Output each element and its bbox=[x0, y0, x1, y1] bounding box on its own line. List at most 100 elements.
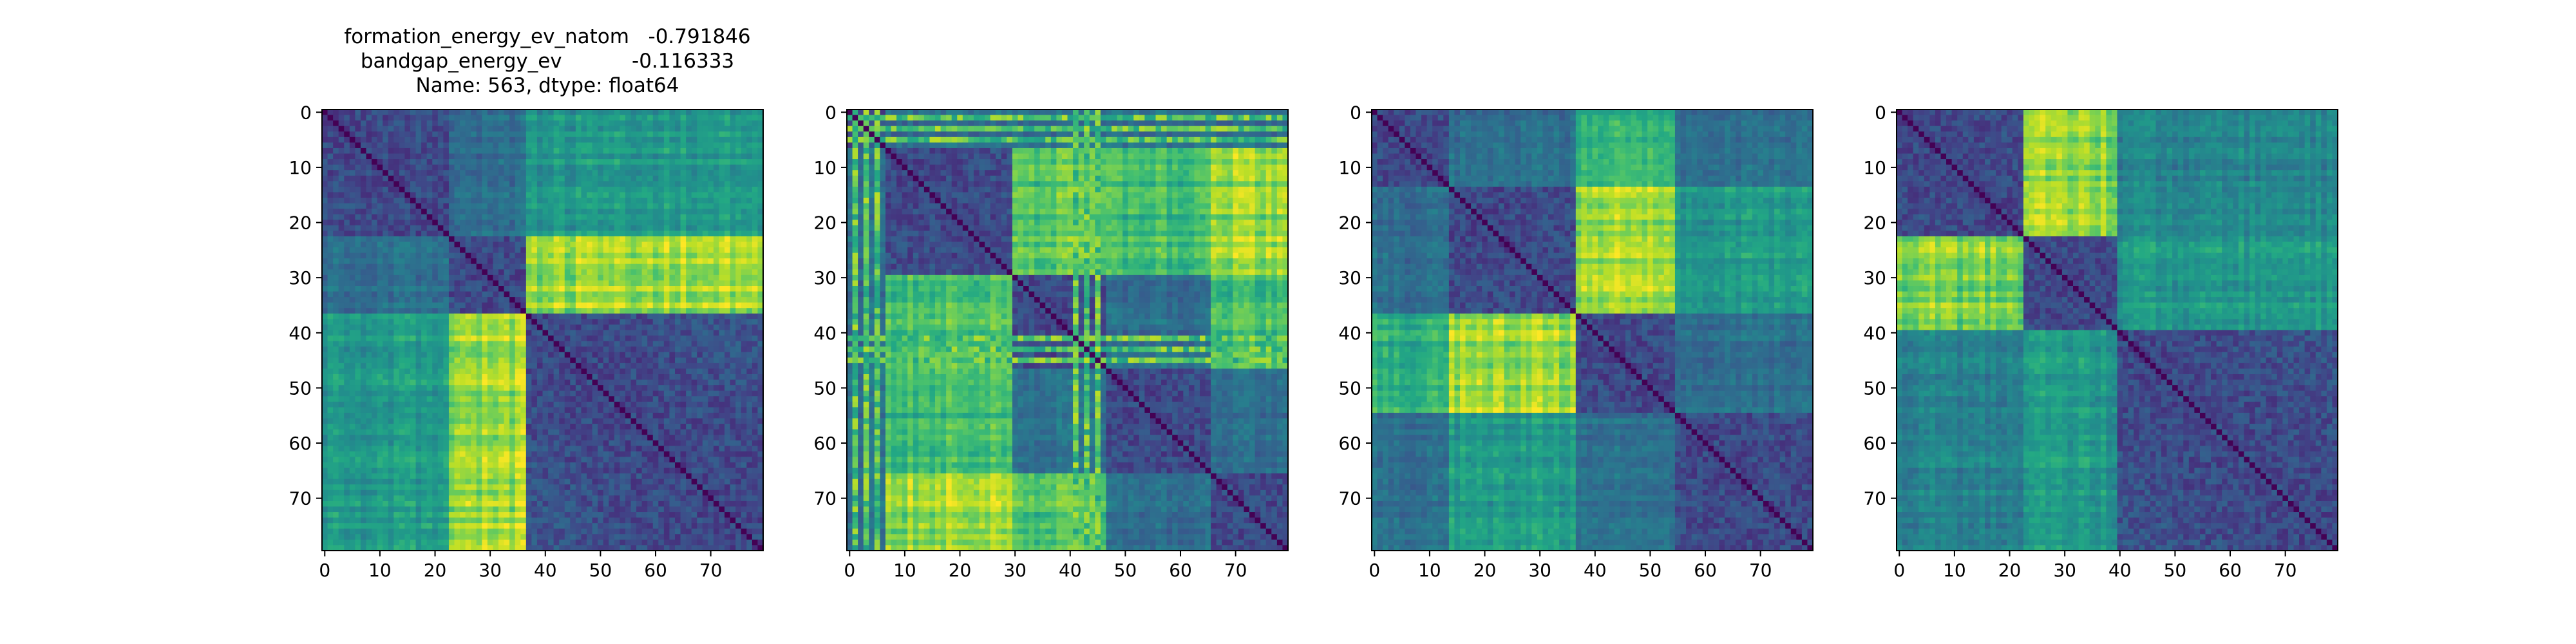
heatmap-cell bbox=[520, 314, 526, 319]
heatmap-cell bbox=[746, 253, 752, 259]
heatmap-cell bbox=[620, 396, 625, 402]
heatmap-cell bbox=[432, 253, 438, 259]
heatmap-cell bbox=[752, 357, 758, 363]
heatmap-cell bbox=[432, 220, 438, 225]
heatmap-cell bbox=[372, 214, 377, 220]
heatmap-cell bbox=[653, 407, 659, 413]
heatmap-cell bbox=[482, 380, 488, 386]
heatmap-cell bbox=[488, 451, 493, 457]
heatmap-cell bbox=[410, 402, 416, 408]
heatmap-cell bbox=[697, 357, 703, 363]
heatmap-cell bbox=[466, 385, 471, 391]
heatmap-cell bbox=[366, 131, 372, 137]
heatmap-cell bbox=[658, 247, 664, 253]
heatmap-cell bbox=[614, 446, 620, 451]
heatmap-cell bbox=[466, 363, 471, 369]
heatmap-cell bbox=[393, 236, 399, 242]
heatmap-cell bbox=[603, 352, 609, 358]
heatmap-cell bbox=[438, 280, 444, 286]
heatmap-cell bbox=[399, 115, 405, 121]
heatmap-cell bbox=[350, 396, 355, 402]
heatmap-cell bbox=[477, 258, 482, 264]
heatmap-cell bbox=[449, 220, 455, 225]
heatmap-cell bbox=[344, 352, 350, 358]
heatmap-cell bbox=[714, 440, 719, 446]
heatmap-cell bbox=[735, 159, 741, 165]
heatmap-cell bbox=[543, 341, 549, 347]
heatmap-cell bbox=[432, 430, 438, 435]
heatmap-cell bbox=[581, 154, 587, 160]
heatmap-cell bbox=[703, 297, 708, 303]
heatmap-cell bbox=[664, 275, 670, 281]
heatmap-cell bbox=[466, 346, 471, 352]
heatmap-cell bbox=[350, 204, 355, 209]
heatmap-cell bbox=[455, 148, 460, 154]
heatmap-cell bbox=[724, 303, 730, 308]
heatmap-cell bbox=[455, 192, 460, 198]
heatmap-cell bbox=[631, 303, 637, 308]
heatmap-cell bbox=[515, 115, 521, 121]
heatmap-cell bbox=[504, 275, 510, 281]
heatmap-cell bbox=[746, 137, 752, 143]
heatmap-cell bbox=[714, 352, 719, 358]
heatmap-cell bbox=[361, 413, 366, 419]
heatmap-cell bbox=[658, 204, 664, 209]
heatmap-cell bbox=[730, 126, 736, 132]
heatmap-cell bbox=[548, 330, 554, 336]
heatmap-cell bbox=[531, 446, 537, 451]
heatmap-cell bbox=[399, 170, 405, 176]
heatmap-cell bbox=[719, 435, 725, 440]
heatmap-cell bbox=[482, 325, 488, 330]
heatmap-cell bbox=[498, 269, 504, 275]
heatmap-cell bbox=[421, 341, 427, 347]
heatmap-cell bbox=[669, 192, 675, 198]
heatmap-cell bbox=[460, 314, 466, 319]
heatmap-cell bbox=[746, 115, 752, 121]
heatmap-cell bbox=[614, 396, 620, 402]
heatmap-cell bbox=[421, 198, 427, 204]
heatmap-cell bbox=[427, 440, 433, 446]
heatmap-cell bbox=[509, 292, 515, 298]
heatmap-cell bbox=[752, 181, 758, 187]
heatmap-cell bbox=[477, 142, 482, 148]
heatmap-cell bbox=[592, 308, 598, 314]
heatmap-cell bbox=[509, 275, 515, 281]
heatmap-cell bbox=[741, 236, 747, 242]
heatmap-cell bbox=[592, 187, 598, 193]
heatmap-cell bbox=[515, 258, 521, 264]
heatmap-cell bbox=[570, 170, 576, 176]
heatmap-cell bbox=[477, 231, 482, 236]
heatmap-cell bbox=[355, 187, 361, 193]
heatmap-cell bbox=[482, 137, 488, 143]
heatmap-cell bbox=[719, 346, 725, 352]
heatmap-cell bbox=[714, 126, 719, 132]
heatmap-cell bbox=[504, 430, 510, 435]
heatmap-cell bbox=[636, 214, 642, 220]
heatmap-cell bbox=[393, 159, 399, 165]
heatmap-cell bbox=[455, 176, 460, 182]
heatmap-cell bbox=[703, 446, 708, 451]
heatmap-cell bbox=[421, 402, 427, 408]
heatmap-cell bbox=[642, 407, 648, 413]
heatmap-cell bbox=[520, 192, 526, 198]
heatmap-cell bbox=[432, 236, 438, 242]
heatmap-cell bbox=[416, 325, 422, 330]
heatmap-cell bbox=[372, 258, 377, 264]
heatmap-cell bbox=[625, 319, 631, 325]
heatmap-cell bbox=[609, 159, 614, 165]
heatmap-cell bbox=[692, 325, 697, 330]
heatmap-cell bbox=[466, 225, 471, 231]
heatmap-cell bbox=[339, 368, 345, 374]
heatmap-cell bbox=[432, 336, 438, 341]
heatmap-cell bbox=[543, 419, 549, 424]
heatmap-cell bbox=[598, 407, 603, 413]
heatmap-cell bbox=[692, 380, 697, 386]
heatmap-cell bbox=[432, 280, 438, 286]
heatmap-cell bbox=[410, 170, 416, 176]
heatmap-cell bbox=[427, 325, 433, 330]
heatmap-cell bbox=[455, 214, 460, 220]
heatmap-cell bbox=[730, 220, 736, 225]
heatmap-cell bbox=[570, 446, 576, 451]
heatmap-cell bbox=[344, 198, 350, 204]
heatmap-cell bbox=[366, 220, 372, 225]
